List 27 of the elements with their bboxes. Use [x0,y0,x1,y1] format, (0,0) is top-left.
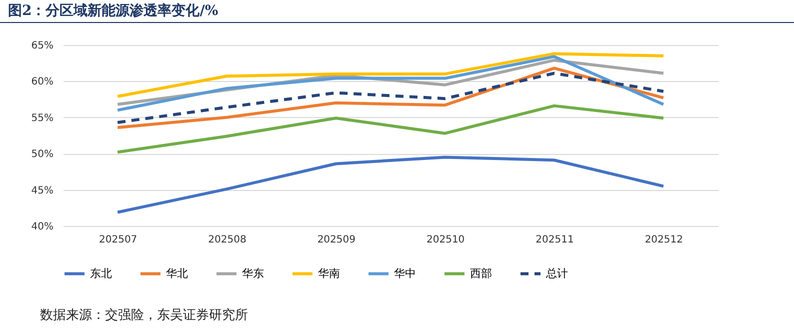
x-tick-label: 202508 [208,234,246,246]
legend-label: 西部 [470,266,492,280]
y-tick-label: 55% [31,112,54,124]
chart-title: 图2：分区域新能源渗透率变化/% [8,2,218,20]
legend-label: 华中 [394,266,416,280]
y-tick-label: 50% [31,149,54,160]
y-tick-label: 65% [31,40,54,52]
line-series [116,55,665,112]
x-tick-label: 202511 [536,234,574,246]
y-tick-label: 40% [31,222,54,232]
line-series [116,156,665,214]
legend-label: 总计 [545,266,568,280]
y-tick-label: 45% [31,185,54,196]
line-series [116,52,665,98]
x-tick-label: 202512 [644,234,684,246]
x-tick-label: 202510 [426,234,465,246]
y-tick-label: 60% [31,76,54,88]
line-series [116,104,665,154]
line-series [116,72,665,124]
legend-label: 华东 [242,266,264,280]
legend-label: 东北 [90,266,112,280]
x-tick-label: 202507 [98,234,138,246]
legend-label: 华北 [166,266,188,280]
x-tick-label: 202509 [317,234,356,246]
source-note: 数据来源：交强险，东吴证券研究所 [40,307,248,324]
line-series [116,66,665,130]
legend-label: 华南 [318,266,340,280]
